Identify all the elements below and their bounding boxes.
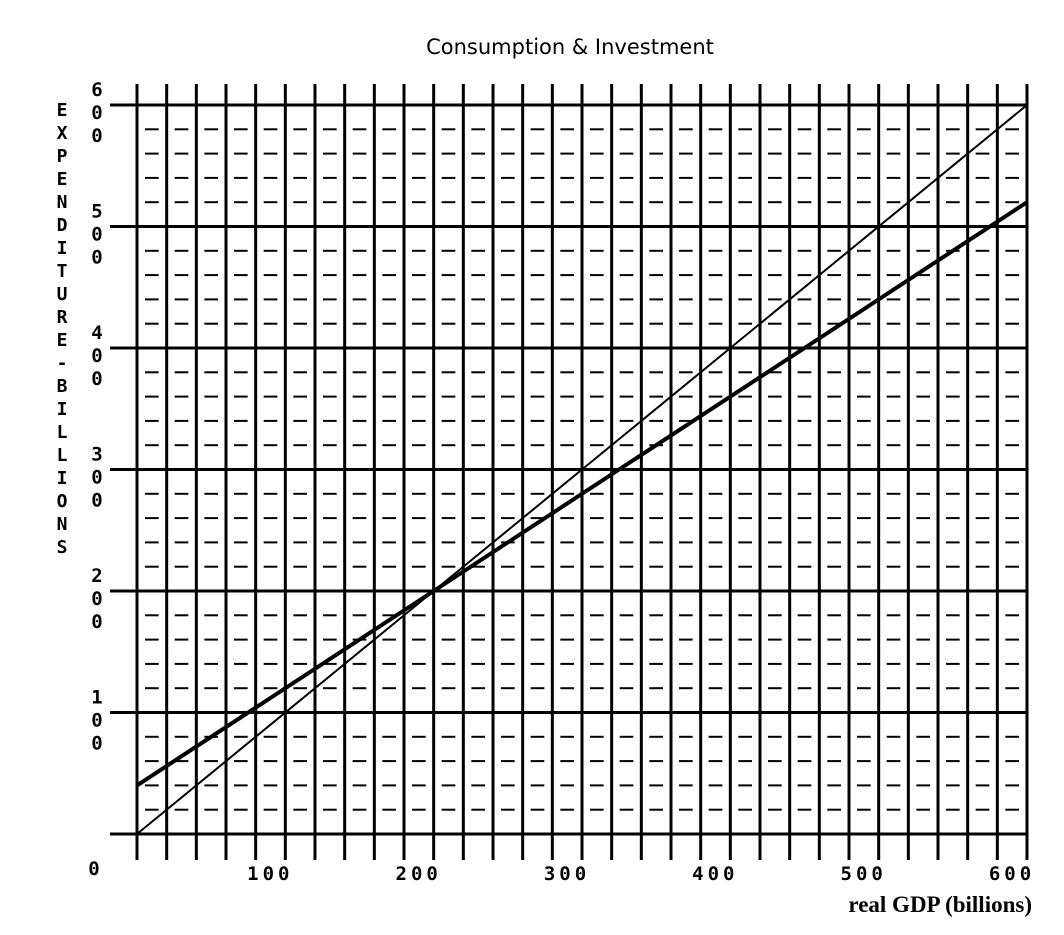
x-tick-label: 200 — [396, 863, 442, 885]
y-tick-labels: 6 0 0 5 0 0 4 0 0 3 0 0 2 0 0 1 0 0 — [91, 79, 102, 755]
x-tick-label: 300 — [544, 863, 590, 885]
series-line-1 — [136, 104, 1028, 835]
chart-title: Consumption & Investment — [426, 35, 714, 59]
origin-label: 0 — [88, 858, 99, 880]
series-line-2 — [135, 200, 1029, 788]
series-layer — [135, 104, 1029, 835]
x-tick-label: 100 — [247, 863, 293, 885]
y-axis-label-text: E X P E N D I T U R E -B I L L I O N S — [57, 100, 68, 558]
y-axis-label: E X P E N D I T U R E -B I L L I O N S — [57, 100, 68, 558]
x-tick-labels: 100 200 300 400 500 600 — [247, 863, 1035, 885]
x-axis-label: real GDP (billions) — [848, 892, 1032, 917]
x-tick-label: 400 — [692, 863, 738, 885]
x-tick-label: 500 — [841, 863, 887, 885]
grid — [110, 84, 1029, 860]
x-tick-label: 600 — [989, 863, 1035, 885]
